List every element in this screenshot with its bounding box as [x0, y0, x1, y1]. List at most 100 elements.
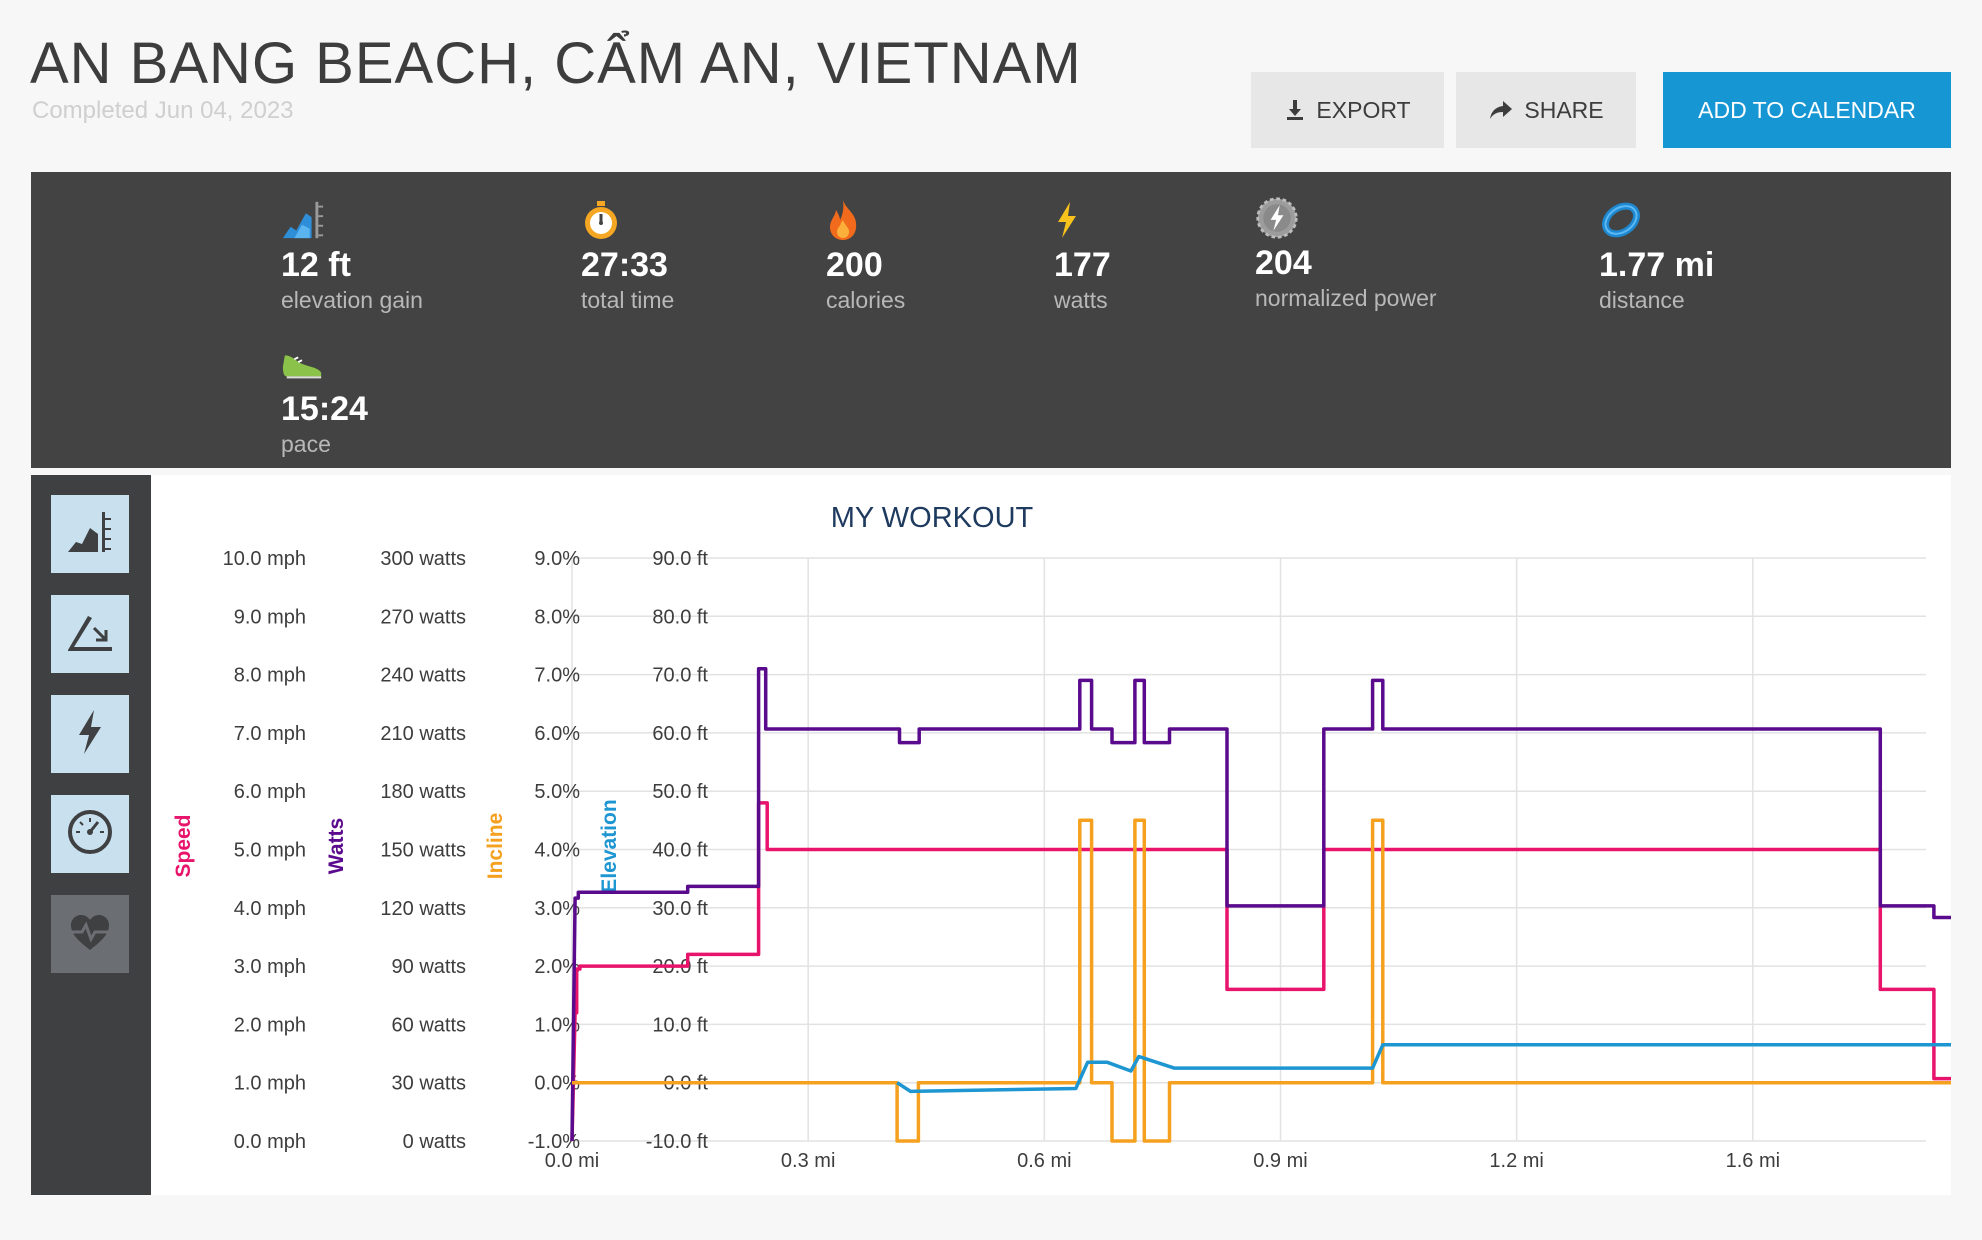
y-tick-label: 10.0 ft [652, 1014, 708, 1036]
y-tick-label: 1.0 mph [234, 1073, 306, 1095]
series-line-elevation [896, 1043, 1951, 1094]
x-tick-label: 0.6 mi [1017, 1150, 1071, 1172]
elevation-gain-icon [281, 198, 325, 242]
y-tick-label: 5.0 mph [234, 840, 306, 862]
page-title: AN BANG BEACH, CẨM AN, VIETNAM [30, 31, 1082, 96]
share-button[interactable]: SHARE [1456, 72, 1636, 148]
y-tick-label: 120 watts [380, 898, 466, 920]
x-tick-label: 1.2 mi [1489, 1150, 1543, 1172]
y-tick-label: 10.0 mph [223, 548, 306, 570]
chart-title: MY WORKOUT [831, 502, 1034, 534]
y-tick-label: 8.0% [534, 606, 580, 628]
y-tick-label: 240 watts [380, 665, 466, 687]
x-tick-label: 0.0 mi [545, 1150, 599, 1172]
stat-value: 200 [826, 246, 883, 284]
speedometer-icon [66, 808, 114, 861]
y-tick-label: 6.0% [534, 723, 580, 745]
download-icon [1284, 98, 1306, 122]
y-tick-label: 60.0 ft [652, 723, 708, 745]
stat-watts: 177 watts [1054, 198, 1111, 314]
y-tick-label: 150 watts [380, 840, 466, 862]
y-tick-label: 9.0 mph [234, 606, 306, 628]
y-tick-label: 210 watts [380, 723, 466, 745]
y-tick-label: -1.0% [528, 1131, 580, 1153]
y-tick-label: 9.0% [534, 548, 580, 570]
y-tick-label: 90.0 ft [652, 548, 708, 570]
series-line-incline [572, 818, 1951, 1143]
x-tick-label: 0.3 mi [781, 1150, 835, 1172]
y-tick-label: 70.0 ft [652, 665, 708, 687]
stat-value: 204 [1255, 244, 1312, 282]
y-tick-label: 3.0 mph [234, 956, 306, 978]
y-tick-label: 30 watts [392, 1073, 466, 1095]
y-tick-label: 270 watts [380, 606, 466, 628]
share-label: SHARE [1524, 96, 1604, 123]
elevation-chart-icon [66, 510, 114, 559]
y-tick-label: 30.0 ft [652, 898, 708, 920]
y-tick-label: 5.0% [534, 781, 580, 803]
y-tick-label: 2.0 mph [234, 1014, 306, 1036]
x-tick-label: 1.6 mi [1726, 1150, 1780, 1172]
x-tick-label: 0.9 mi [1253, 1150, 1307, 1172]
stat-label: normalized power [1255, 285, 1437, 311]
share-arrow-icon [1488, 99, 1514, 121]
shoe-icon [281, 342, 325, 386]
y-tick-label: 60 watts [392, 1014, 466, 1036]
y-tick-label: 50.0 ft [652, 781, 708, 803]
sidebar-incline-button[interactable] [51, 595, 129, 673]
stat-value: 177 [1054, 246, 1111, 284]
chart-sidebar [31, 475, 151, 1195]
stat-label: total time [581, 287, 675, 313]
lightning-icon [1054, 198, 1098, 242]
stat-distance: 1.77 mi distance [1599, 198, 1714, 314]
lightning-icon [75, 708, 105, 761]
y-axis-title: Elevation [598, 799, 621, 892]
y-tick-label: 3.0% [534, 898, 580, 920]
incline-icon [64, 610, 116, 659]
stat-total-time: 27:33 total time [581, 198, 674, 314]
sidebar-heart-rate-button[interactable] [51, 895, 129, 973]
y-tick-label: 6.0 mph [234, 781, 306, 803]
add-to-calendar-label: ADD TO CALENDAR [1698, 96, 1916, 123]
y-tick-label: 2.0% [534, 956, 580, 978]
sidebar-speed-button[interactable] [51, 795, 129, 873]
y-tick-label: 0.0 mph [234, 1131, 306, 1153]
export-button[interactable]: EXPORT [1251, 72, 1444, 148]
y-tick-label: 0 watts [403, 1131, 466, 1153]
y-tick-label: 0.0% [534, 1073, 580, 1095]
stats-bar: 12 ft elevation gain 27:33 total time 20… [31, 172, 1951, 468]
sidebar-power-button[interactable] [51, 695, 129, 773]
stat-label: calories [826, 287, 906, 313]
y-tick-label: 8.0 mph [234, 665, 306, 687]
stat-label: elevation gain [281, 287, 423, 313]
y-tick-label: 1.0% [534, 1014, 580, 1036]
stat-value: 15:24 [281, 390, 368, 428]
stat-label: pace [281, 431, 331, 457]
y-tick-label: 300 watts [380, 548, 466, 570]
flame-icon [826, 198, 870, 242]
y-tick-label: -10.0 ft [646, 1131, 709, 1153]
y-tick-label: 7.0% [534, 665, 580, 687]
stat-elevation-gain: 12 ft elevation gain [281, 198, 423, 314]
y-axis-title: Watts [325, 818, 348, 874]
series-line-speed [570, 801, 1951, 1142]
series-line-watts [570, 667, 1951, 1142]
stat-value: 1.77 mi [1599, 246, 1715, 284]
sidebar-elevation-button[interactable] [51, 495, 129, 573]
y-tick-label: 90 watts [392, 956, 466, 978]
add-to-calendar-button[interactable]: ADD TO CALENDAR [1663, 72, 1951, 148]
stat-calories: 200 calories [826, 198, 905, 314]
stat-pace: 15:24 pace [281, 342, 368, 458]
y-tick-label: 40.0 ft [652, 840, 708, 862]
heart-rate-icon [68, 912, 112, 957]
y-axis-title: Speed [172, 814, 195, 877]
y-tick-label: 180 watts [380, 781, 466, 803]
stat-value: 27:33 [581, 246, 668, 284]
distance-ring-icon [1599, 198, 1643, 242]
stat-value: 12 ft [281, 246, 351, 284]
y-tick-label: 4.0% [534, 840, 580, 862]
export-label: EXPORT [1316, 96, 1411, 123]
y-tick-label: 4.0 mph [234, 898, 306, 920]
stat-normalized-power: 204 normalized power [1255, 196, 1437, 312]
completed-date: Completed Jun 04, 2023 [32, 97, 294, 124]
